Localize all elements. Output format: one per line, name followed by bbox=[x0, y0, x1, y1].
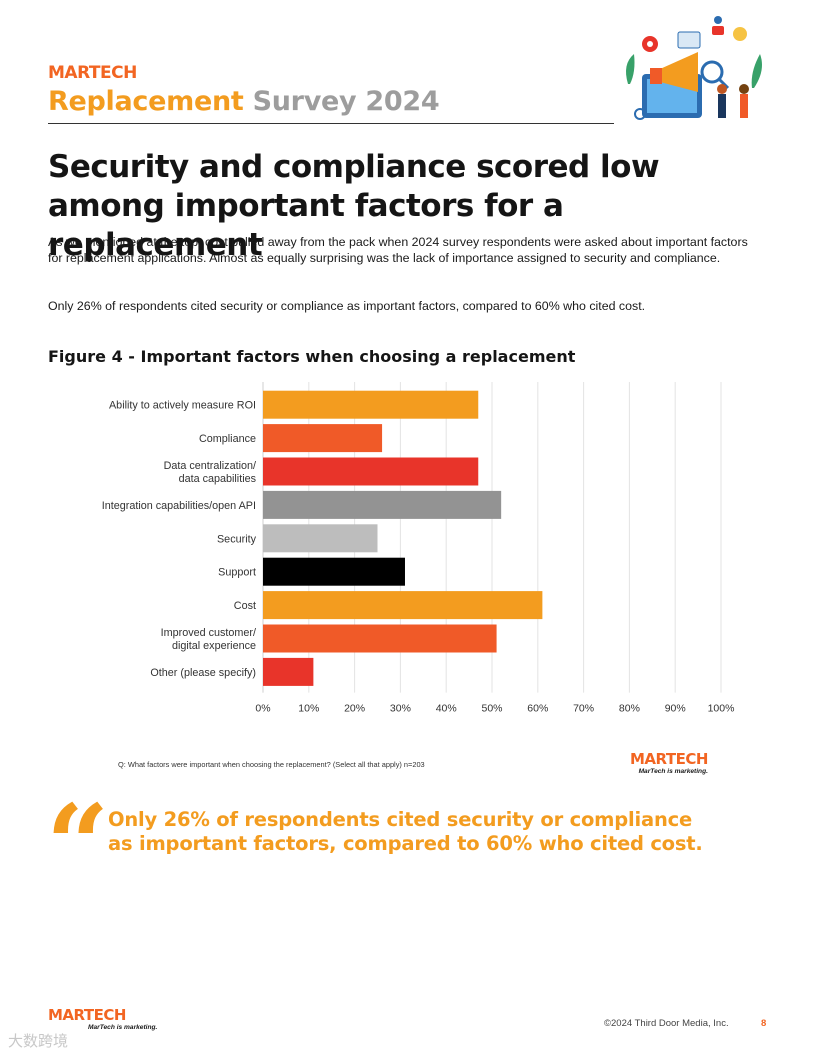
x-tick-label: 40% bbox=[436, 703, 457, 715]
pull-quote: Only 26% of respondents cited security o… bbox=[108, 808, 703, 855]
x-tick-label: 30% bbox=[390, 703, 411, 715]
bar bbox=[263, 390, 479, 419]
bar bbox=[263, 490, 502, 519]
x-tick-label: 10% bbox=[298, 703, 319, 715]
chart-martech-logo: MARTECH bbox=[630, 750, 708, 768]
x-tick-label: 90% bbox=[665, 703, 686, 715]
watermark: 大数跨境 bbox=[8, 1033, 69, 1050]
chart-note: Q: What factors were important when choo… bbox=[118, 760, 425, 769]
bar bbox=[263, 424, 383, 453]
category-label: Ability to actively measure ROI bbox=[109, 400, 256, 412]
page-headline: Security and compliance scored low among… bbox=[48, 149, 660, 263]
category-label: Security bbox=[217, 533, 257, 545]
report-title-word1: Replacement bbox=[48, 86, 244, 117]
bar bbox=[263, 457, 479, 486]
martech-logo: MARTECH bbox=[48, 63, 137, 83]
x-tick-label: 20% bbox=[344, 703, 365, 715]
page-number: 8 bbox=[761, 1018, 767, 1029]
category-label: Cost bbox=[234, 600, 256, 612]
bar bbox=[263, 624, 497, 653]
x-tick-label: 60% bbox=[527, 703, 548, 715]
footer-brand: MARTECH MarTech is marketing. bbox=[48, 1006, 157, 1031]
bar bbox=[263, 524, 378, 553]
x-tick-label: 0% bbox=[255, 703, 270, 715]
chart-tagline: MarTech is marketing. bbox=[638, 768, 708, 775]
footer-tagline: MarTech is marketing. bbox=[88, 1024, 158, 1031]
bar bbox=[263, 591, 543, 620]
copyright: ©2024 Third Door Media, Inc. bbox=[604, 1018, 729, 1029]
header-divider bbox=[48, 123, 614, 124]
bar bbox=[263, 657, 314, 686]
x-tick-label: 100% bbox=[708, 703, 735, 715]
chart-brand: MARTECH MarTech is marketing. bbox=[630, 750, 708, 775]
x-tick-label: 50% bbox=[481, 703, 502, 715]
figure-title: Figure 4 - Important factors when choosi… bbox=[48, 347, 576, 366]
category-label: Integration capabilities/open API bbox=[102, 500, 256, 512]
body-paragraph-2: Only 26% of respondents cited security o… bbox=[48, 299, 646, 313]
category-label: Other (please specify) bbox=[150, 667, 256, 679]
bar-chart: 0% 10% 20% 30% 40% 50% 60% 70% 80% 90% 100% Ability… bbox=[102, 382, 735, 715]
category-label: Support bbox=[218, 567, 256, 579]
quote-mark-icon: “ bbox=[46, 780, 110, 909]
x-tick-label: 80% bbox=[619, 703, 640, 715]
category-label: Compliance bbox=[199, 433, 256, 445]
category-label: Data centralization/data capabilities bbox=[164, 460, 257, 485]
x-tick-label: 70% bbox=[573, 703, 594, 715]
body-paragraph-1: As we mentioned at the top, cost pulled … bbox=[48, 235, 748, 265]
report-title-word2: Survey 2024 bbox=[252, 86, 440, 117]
bar bbox=[263, 557, 405, 586]
marketing-illustration-icon bbox=[626, 16, 762, 120]
report-title: Replacement Survey 2024 bbox=[48, 86, 440, 117]
category-label: Improved customer/digital experience bbox=[161, 627, 256, 652]
footer-martech-logo: MARTECH bbox=[48, 1006, 126, 1024]
